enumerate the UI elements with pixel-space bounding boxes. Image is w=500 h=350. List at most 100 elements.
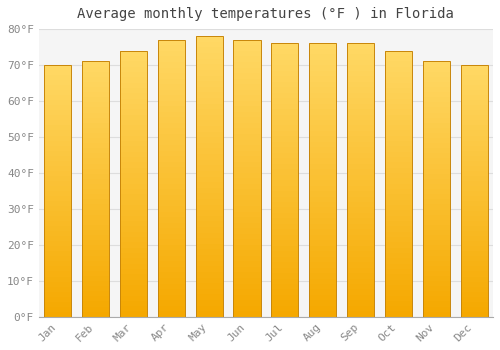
Bar xyxy=(347,191,374,197)
Bar xyxy=(158,206,185,211)
Bar xyxy=(385,258,412,264)
Bar xyxy=(347,65,374,71)
Bar xyxy=(82,215,109,220)
Bar xyxy=(82,107,109,112)
Bar xyxy=(385,51,412,317)
Bar xyxy=(82,286,109,291)
Bar xyxy=(347,306,374,312)
Bar xyxy=(422,107,450,112)
Bar xyxy=(120,237,147,242)
Bar xyxy=(347,180,374,186)
Bar xyxy=(44,226,72,231)
Bar xyxy=(44,65,72,317)
Bar xyxy=(44,110,72,116)
Bar xyxy=(196,222,223,227)
Bar xyxy=(44,125,72,131)
Bar xyxy=(385,312,412,317)
Bar xyxy=(196,76,223,81)
Bar xyxy=(422,118,450,123)
Bar xyxy=(422,245,450,250)
Bar xyxy=(309,284,336,289)
Bar xyxy=(234,150,260,156)
Bar xyxy=(82,301,109,307)
Bar xyxy=(234,178,260,184)
Bar xyxy=(44,135,72,141)
Bar xyxy=(347,268,374,273)
Bar xyxy=(422,77,450,82)
Bar xyxy=(271,218,298,224)
Bar xyxy=(385,168,412,173)
Bar xyxy=(347,164,374,169)
Bar xyxy=(82,128,109,133)
Bar xyxy=(347,76,374,82)
Bar xyxy=(44,201,72,206)
Bar xyxy=(385,152,412,157)
Bar xyxy=(309,43,336,49)
Bar xyxy=(120,178,147,184)
Bar xyxy=(460,186,488,191)
Bar xyxy=(385,77,412,83)
Bar xyxy=(460,241,488,246)
Bar xyxy=(460,287,488,292)
Bar xyxy=(385,131,412,136)
Bar xyxy=(271,300,298,306)
Bar xyxy=(271,186,298,191)
Bar xyxy=(271,71,298,76)
Bar xyxy=(196,233,223,238)
Bar xyxy=(422,62,450,66)
Bar xyxy=(460,176,488,181)
Bar xyxy=(82,240,109,245)
Bar xyxy=(234,211,260,217)
Bar xyxy=(460,90,488,95)
Bar xyxy=(422,128,450,133)
Bar xyxy=(82,194,109,200)
Bar xyxy=(460,221,488,226)
Bar xyxy=(460,236,488,241)
Bar xyxy=(196,171,223,176)
Bar xyxy=(120,295,147,301)
Bar xyxy=(120,184,147,189)
Bar xyxy=(82,204,109,210)
Bar xyxy=(44,116,72,120)
Bar xyxy=(196,70,223,76)
Bar xyxy=(309,175,336,180)
Bar xyxy=(196,42,223,48)
Bar xyxy=(347,262,374,268)
Bar xyxy=(158,40,185,317)
Bar xyxy=(347,235,374,240)
Bar xyxy=(44,246,72,251)
Bar xyxy=(82,66,109,72)
Bar xyxy=(234,228,260,234)
Bar xyxy=(422,189,450,194)
Bar xyxy=(234,40,260,46)
Bar xyxy=(422,281,450,286)
Bar xyxy=(158,184,185,189)
Bar xyxy=(271,229,298,235)
Bar xyxy=(234,300,260,306)
Bar xyxy=(309,43,336,317)
Bar xyxy=(422,112,450,118)
Bar xyxy=(309,153,336,158)
Bar xyxy=(82,235,109,240)
Bar xyxy=(158,145,185,150)
Bar xyxy=(422,291,450,296)
Bar xyxy=(82,199,109,204)
Bar xyxy=(271,208,298,213)
Bar xyxy=(158,245,185,250)
Bar xyxy=(234,62,260,68)
Bar xyxy=(44,236,72,241)
Bar xyxy=(422,286,450,291)
Bar xyxy=(309,180,336,186)
Bar xyxy=(385,264,412,269)
Bar xyxy=(158,295,185,300)
Bar xyxy=(309,131,336,136)
Bar xyxy=(44,221,72,226)
Bar xyxy=(82,210,109,215)
Bar xyxy=(422,204,450,210)
Bar xyxy=(422,92,450,97)
Bar xyxy=(234,273,260,278)
Bar xyxy=(158,178,185,184)
Bar xyxy=(460,75,488,80)
Bar xyxy=(460,201,488,206)
Bar xyxy=(347,104,374,109)
